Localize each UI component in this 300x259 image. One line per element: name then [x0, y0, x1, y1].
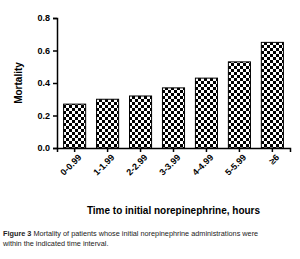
bar — [195, 78, 217, 148]
x-tick-label: ≥6 — [267, 152, 281, 166]
x-tick: 5-5.99 — [223, 148, 248, 178]
caption-text: Mortality of patients whose initial nore… — [33, 229, 258, 238]
x-tick-label: 4-4.99 — [190, 152, 215, 177]
x-tick: 4-4.99 — [190, 148, 215, 178]
y-tick-mark — [53, 83, 57, 85]
x-tick-mark — [239, 148, 241, 152]
x-tick: 2-2.99 — [124, 148, 149, 178]
y-tick-label: 0.0 — [37, 143, 50, 153]
x-tick-mark — [272, 148, 274, 152]
x-tick-mark — [140, 148, 142, 152]
y-axis-line — [53, 19, 58, 149]
y-axis: 0.0 0.2 0.4 0.6 0.8 — [37, 13, 57, 153]
figure-label: Figure 3 — [3, 229, 31, 238]
x-tick-mark — [206, 148, 208, 152]
bar — [64, 104, 86, 148]
x-tick: ≥6 — [267, 148, 281, 166]
x-axis-line — [58, 149, 291, 153]
x-tick-mark — [107, 148, 109, 152]
y-tick-mark — [53, 18, 57, 20]
caption-text: within the indicated time interval. — [2, 239, 108, 248]
y-tick-label: 0.8 — [37, 13, 50, 23]
y-tick: 0.4 — [37, 78, 57, 88]
y-tick: 0.8 — [37, 13, 57, 23]
caption-line: within the indicated time interval. — [2, 239, 108, 248]
x-tick-label: 1-1.99 — [91, 152, 116, 177]
x-tick: 3-3.99 — [157, 148, 182, 178]
x-axis-title: Time to initial norepinephrine, hours — [87, 205, 261, 216]
y-tick-label: 0.6 — [37, 46, 50, 56]
caption-line: Figure 3 Mortality of patients whose ini… — [3, 229, 258, 238]
y-tick: 0.0 — [37, 143, 57, 153]
x-tick-mark — [173, 148, 175, 152]
x-tick: 1-1.99 — [91, 148, 116, 178]
y-tick-mark — [53, 115, 57, 117]
y-tick-label: 0.2 — [37, 111, 50, 121]
y-tick-mark — [53, 148, 57, 150]
y-tick-mark — [53, 50, 57, 52]
x-tick-label: 0-0.99 — [58, 152, 83, 177]
y-tick-label: 0.4 — [37, 78, 50, 88]
y-tick: 0.6 — [37, 46, 57, 56]
chart: 0.0 0.2 0.4 0.6 0.8 0-0.99 1-1.99 2-2.99 3-3.99 4… — [0, 0, 300, 259]
y-tick: 0.2 — [37, 111, 57, 121]
x-axis: 0-0.99 1-1.99 2-2.99 3-3.99 4-4.99 5-5.99 ≥6 — [58, 148, 291, 178]
caption: Figure 3 Mortality of patients whose ini… — [2, 229, 258, 248]
x-tick-label: 2-2.99 — [124, 152, 149, 177]
x-tick-label: 5-5.99 — [223, 152, 248, 177]
bar — [228, 62, 250, 148]
bar — [130, 96, 152, 148]
bar — [162, 88, 184, 148]
x-tick-mark — [74, 148, 76, 152]
bar — [261, 42, 283, 148]
x-tick: 0-0.99 — [58, 148, 83, 178]
x-tick-label: 3-3.99 — [157, 152, 182, 177]
bar — [97, 99, 119, 148]
bars — [64, 42, 284, 148]
y-axis-title: Mortality — [13, 62, 24, 104]
